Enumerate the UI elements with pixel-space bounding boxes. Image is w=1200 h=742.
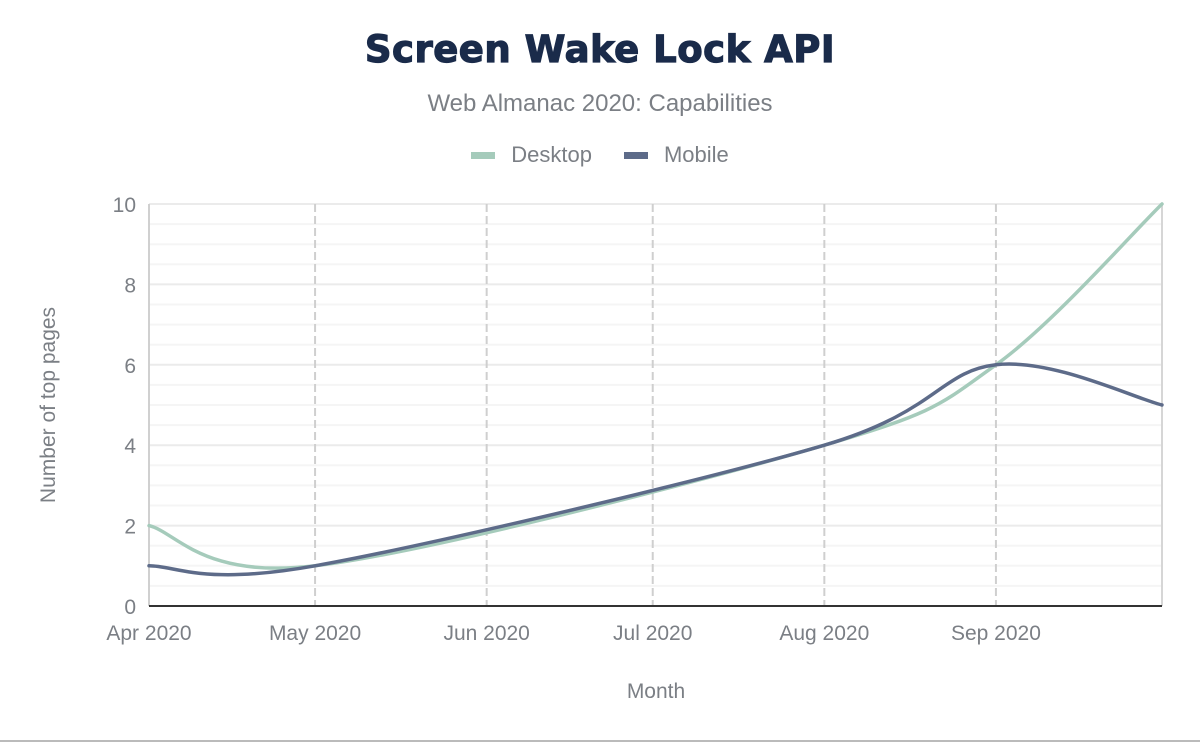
legend-label: Mobile (663, 142, 729, 167)
y-axis-title: Number of top pages (37, 307, 60, 503)
x-tick-label: Apr 2020 (106, 622, 191, 645)
series-line-desktop (147, 202, 1164, 570)
x-tick-label: Aug 2020 (779, 622, 869, 645)
legend-item-mobile[interactable]: Mobile (623, 142, 729, 168)
legend: Desktop Mobile (0, 142, 1200, 168)
chart-title: Screen Wake Lock API (364, 27, 836, 71)
legend-item-desktop[interactable]: Desktop (471, 142, 592, 168)
legend-label: Desktop (511, 142, 592, 167)
x-tick-label: Jul 2020 (613, 622, 692, 645)
x-tick-label: May 2020 (269, 622, 361, 645)
legend-swatch-desktop (471, 151, 496, 159)
series-line-mobile (147, 362, 1164, 577)
y-tick-label: 4 (124, 435, 136, 458)
x-tick-label: Sep 2020 (951, 622, 1041, 645)
divider (0, 740, 1200, 742)
y-tick-label: 10 (113, 194, 136, 217)
x-tick-label: Jun 2020 (443, 622, 529, 645)
y-tick-label: 2 (124, 516, 136, 539)
legend-swatch-mobile (623, 151, 648, 159)
y-tick-label: 6 (124, 355, 136, 378)
y-tick-label: 8 (124, 274, 136, 297)
y-tick-label: 0 (124, 596, 136, 619)
x-axis-title: Month (627, 680, 685, 703)
chart-subtitle: Web Almanac 2020: Capabilities (427, 90, 773, 117)
